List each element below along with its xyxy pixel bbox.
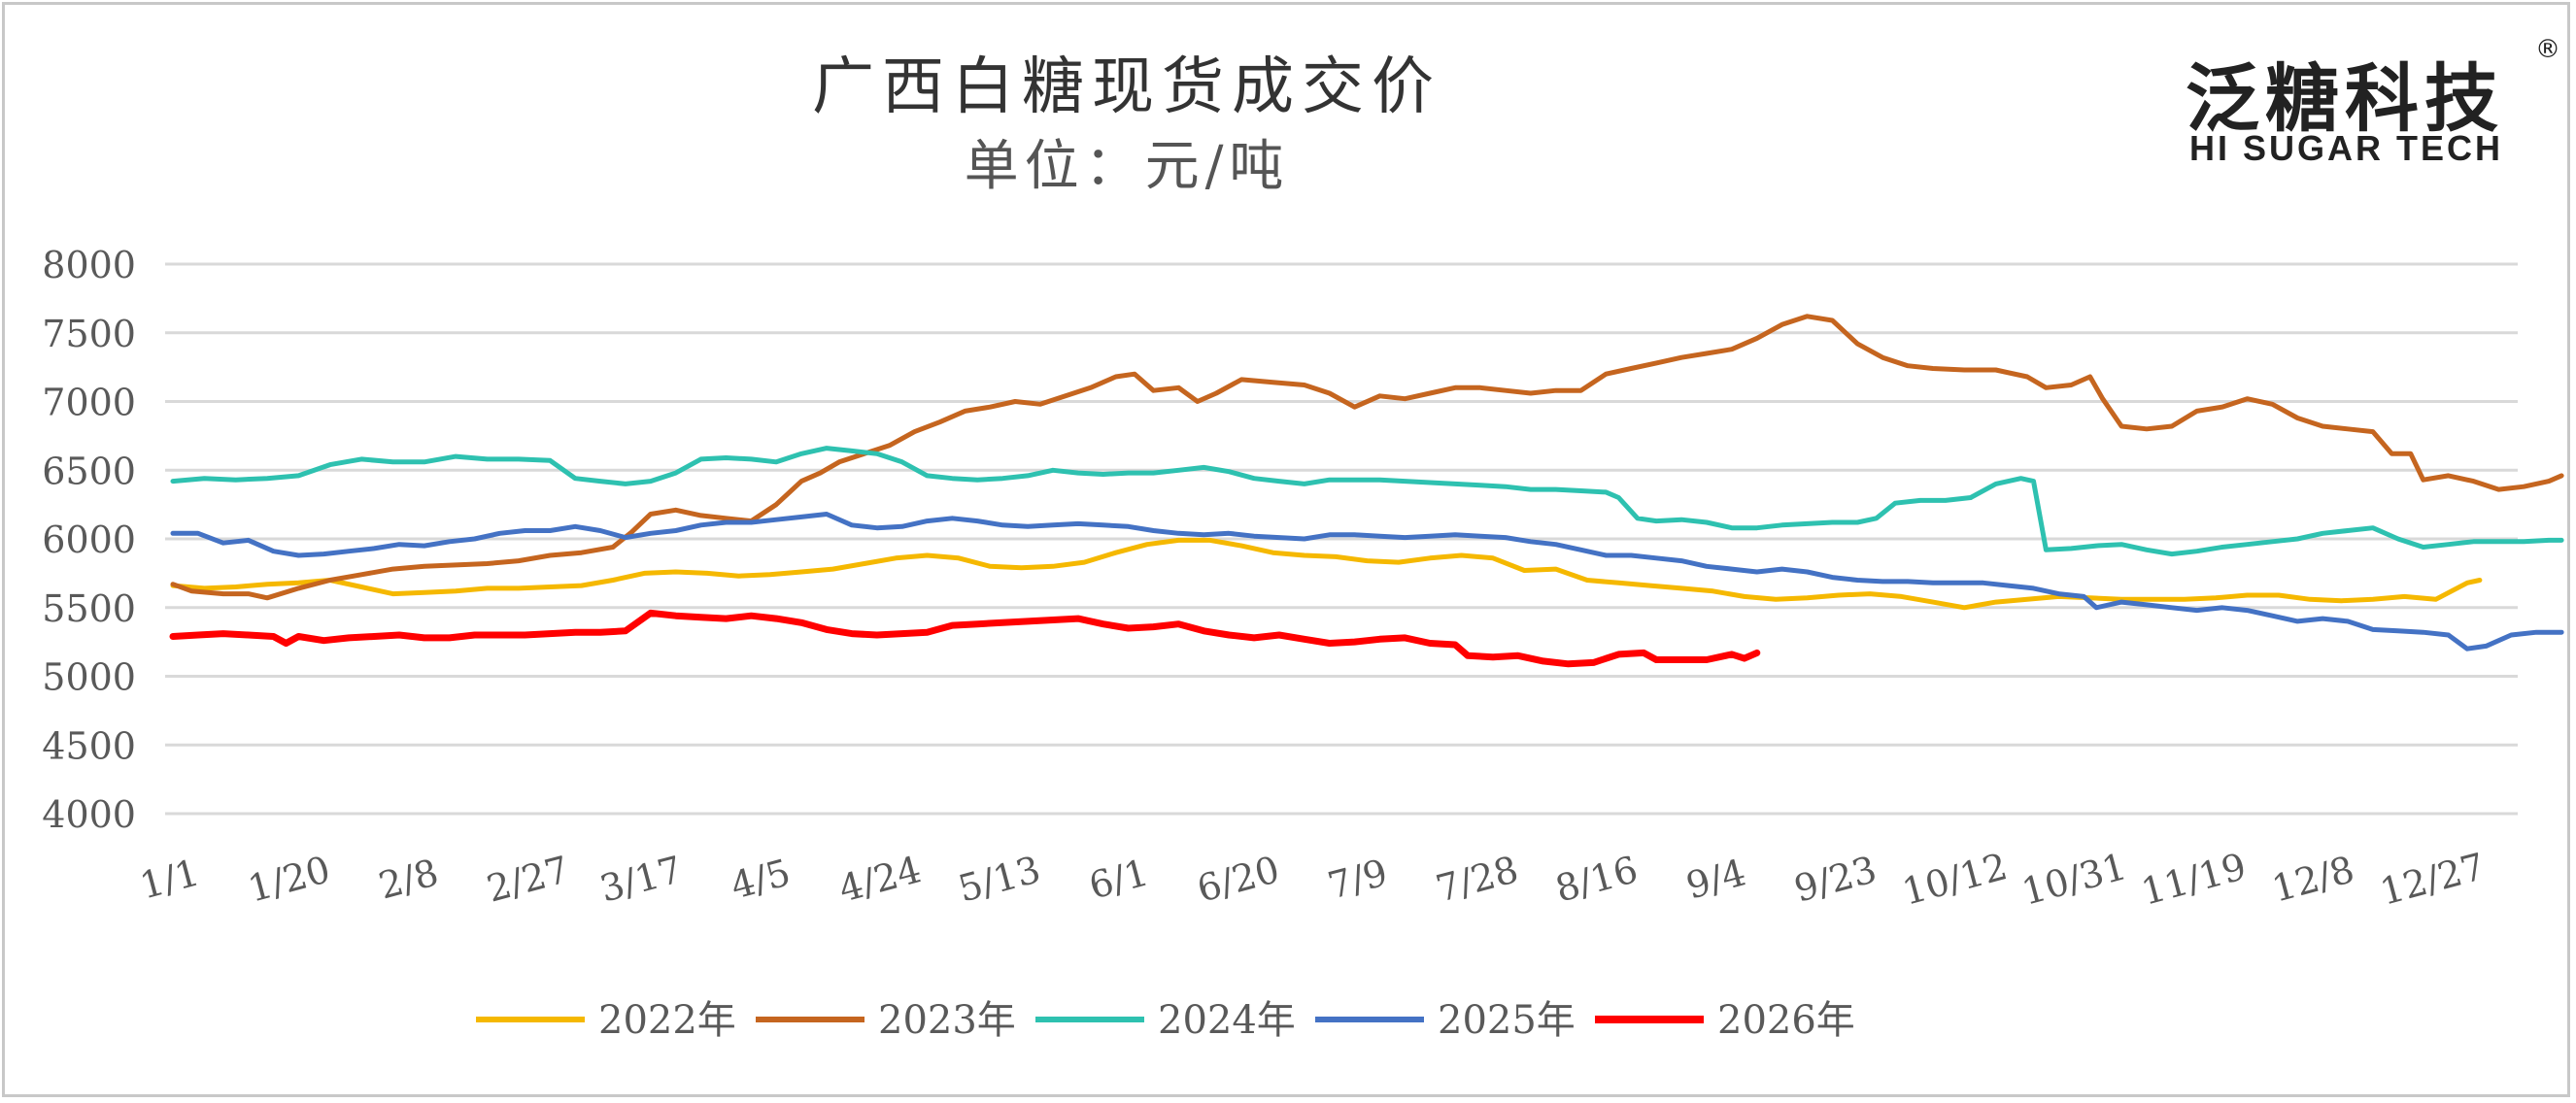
x-tick-label: 7/9 — [1323, 851, 1391, 907]
y-tick-label: 4000 — [42, 793, 136, 836]
x-tick-label: 1/1 — [135, 851, 203, 907]
logo-chinese-text: 泛糖科技 — [2186, 55, 2504, 142]
grid-lines — [165, 262, 2518, 816]
series-line-2025年 — [170, 512, 2564, 652]
x-tick-label: 10/31 — [2017, 845, 2131, 914]
x-tick-label: 11/19 — [2137, 845, 2251, 914]
x-tick-label: 2/27 — [483, 848, 574, 911]
x-tick-label: 10/12 — [1898, 845, 2012, 914]
x-tick-label: 6/20 — [1193, 848, 1284, 911]
chart-title: 广西白糖现货成交价 — [812, 51, 1441, 123]
x-tick-label: 6/1 — [1085, 851, 1153, 907]
registered-mark: ® — [2535, 35, 2560, 64]
series-line-2026年 — [169, 609, 1761, 668]
y-tick-label: 6500 — [42, 450, 136, 492]
series-line-2022年 — [170, 537, 2483, 611]
series-line-2023年 — [170, 314, 2564, 601]
x-axis: 1/1 1/20 2/8 2/27 3/17 4/5 4/24 5/13 6/1 6/20 7/9 7… — [135, 845, 2489, 914]
y-axis: 4000 4500 5000 5500 6000 6500 7000 7500 8000 — [42, 244, 136, 836]
y-tick-label: 7000 — [42, 382, 136, 424]
x-tick-label: 9/23 — [1790, 848, 1881, 911]
x-tick-label: 12/8 — [2267, 848, 2358, 911]
x-tick-label: 4/24 — [834, 848, 926, 911]
x-tick-label: 2/8 — [374, 851, 442, 907]
x-tick-label: 3/17 — [595, 848, 687, 911]
y-tick-label: 8000 — [42, 244, 136, 286]
legend-label: 2023年 — [878, 998, 1016, 1043]
x-tick-label: 1/20 — [244, 848, 335, 911]
y-tick-label: 5500 — [42, 587, 136, 630]
series-line-2024年 — [170, 446, 2564, 557]
x-tick-label: 8/16 — [1551, 848, 1643, 911]
brand-logo: 泛糖科技 ® HI SUGAR TECH — [2186, 35, 2560, 175]
y-tick-label: 4500 — [42, 724, 136, 767]
y-tick-label: 7500 — [42, 313, 136, 355]
x-tick-label: 5/13 — [954, 848, 1045, 911]
x-tick-label: 7/28 — [1432, 848, 1523, 911]
x-tick-label: 9/4 — [1681, 851, 1749, 907]
legend: 2022年 2023年 2024年 2025年 2026年 — [476, 998, 1855, 1043]
legend-label: 2025年 — [1438, 998, 1576, 1043]
y-tick-label: 6000 — [42, 518, 136, 561]
series-lines — [169, 314, 2564, 668]
chart-subtitle: 单位：元/吨 — [964, 135, 1290, 198]
y-tick-label: 5000 — [42, 656, 136, 699]
legend-label: 2026年 — [1717, 998, 1855, 1043]
logo-english-text: HI SUGAR TECH — [2189, 128, 2504, 168]
x-tick-label: 12/27 — [2376, 845, 2490, 914]
legend-label: 2024年 — [1158, 998, 1296, 1043]
x-tick-label: 4/5 — [727, 851, 795, 907]
legend-label: 2022年 — [598, 998, 736, 1043]
